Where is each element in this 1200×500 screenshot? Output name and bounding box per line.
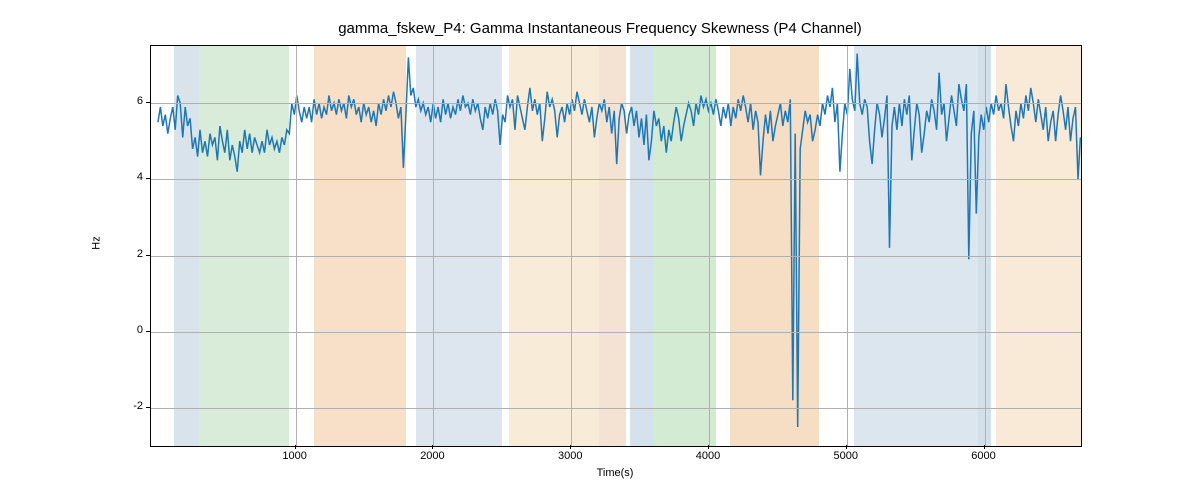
grid-line-vertical xyxy=(571,46,572,446)
grid-line-vertical xyxy=(296,46,297,446)
y-tick-mark xyxy=(146,178,150,179)
x-axis-label: Time(s) xyxy=(150,467,1080,479)
y-tick-mark xyxy=(146,102,150,103)
x-tick-mark xyxy=(984,445,985,449)
chart-container: gamma_fskew_P4: Gamma Instantaneous Freq… xyxy=(0,0,1200,500)
y-axis-label: Hz xyxy=(91,236,103,249)
y-tick-label: -2 xyxy=(115,400,143,412)
grid-line-vertical xyxy=(433,46,434,446)
x-tick-label: 2000 xyxy=(407,450,457,462)
x-tick-mark xyxy=(570,445,571,449)
y-tick-label: 0 xyxy=(115,324,143,336)
y-tick-label: 2 xyxy=(115,248,143,260)
x-tick-label: 3000 xyxy=(545,450,595,462)
x-tick-mark xyxy=(295,445,296,449)
y-tick-mark xyxy=(146,407,150,408)
y-tick-mark xyxy=(146,331,150,332)
y-tick-mark xyxy=(146,255,150,256)
y-tick-label: 4 xyxy=(115,171,143,183)
x-tick-mark xyxy=(708,445,709,449)
chart-title: gamma_fskew_P4: Gamma Instantaneous Freq… xyxy=(0,20,1200,37)
signal-svg xyxy=(151,46,1081,446)
plot-area xyxy=(150,45,1082,447)
x-tick-label: 4000 xyxy=(683,450,733,462)
x-tick-label: 6000 xyxy=(959,450,1009,462)
x-tick-label: 1000 xyxy=(270,450,320,462)
grid-line-vertical xyxy=(985,46,986,446)
x-tick-mark xyxy=(846,445,847,449)
x-tick-label: 5000 xyxy=(821,450,871,462)
grid-line-horizontal xyxy=(151,103,1081,104)
grid-line-horizontal xyxy=(151,179,1081,180)
grid-line-horizontal xyxy=(151,332,1081,333)
grid-line-horizontal xyxy=(151,408,1081,409)
x-tick-mark xyxy=(432,445,433,449)
y-tick-label: 6 xyxy=(115,95,143,107)
grid-line-horizontal xyxy=(151,256,1081,257)
grid-line-vertical xyxy=(847,46,848,446)
grid-line-vertical xyxy=(709,46,710,446)
